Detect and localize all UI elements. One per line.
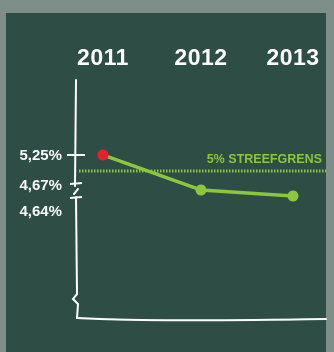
x-axis-labels: 2011 2012 2013 [77, 44, 319, 70]
y-tick-label: 4,64% [19, 203, 62, 220]
data-point [195, 184, 207, 196]
chalkboard [6, 13, 326, 352]
data-point-highlight [97, 149, 109, 161]
y-axis-line [71, 79, 327, 322]
x-tick-label: 2011 [77, 44, 129, 70]
x-tick-label: 2013 [266, 44, 319, 70]
y-axis-ticks [67, 154, 85, 199]
y-tick [69, 196, 83, 199]
x-tick-label: 2012 [174, 44, 227, 70]
y-axis-labels: 5,25% 4,67% 4,64% [19, 147, 62, 220]
data-point [287, 190, 299, 202]
y-tick [69, 182, 83, 185]
y-tick-label: 5,25% [19, 147, 62, 164]
target-label: 5% STREEFGRENS [207, 152, 322, 166]
y-tick-label: 4,67% [19, 177, 62, 194]
series-points [97, 149, 299, 202]
